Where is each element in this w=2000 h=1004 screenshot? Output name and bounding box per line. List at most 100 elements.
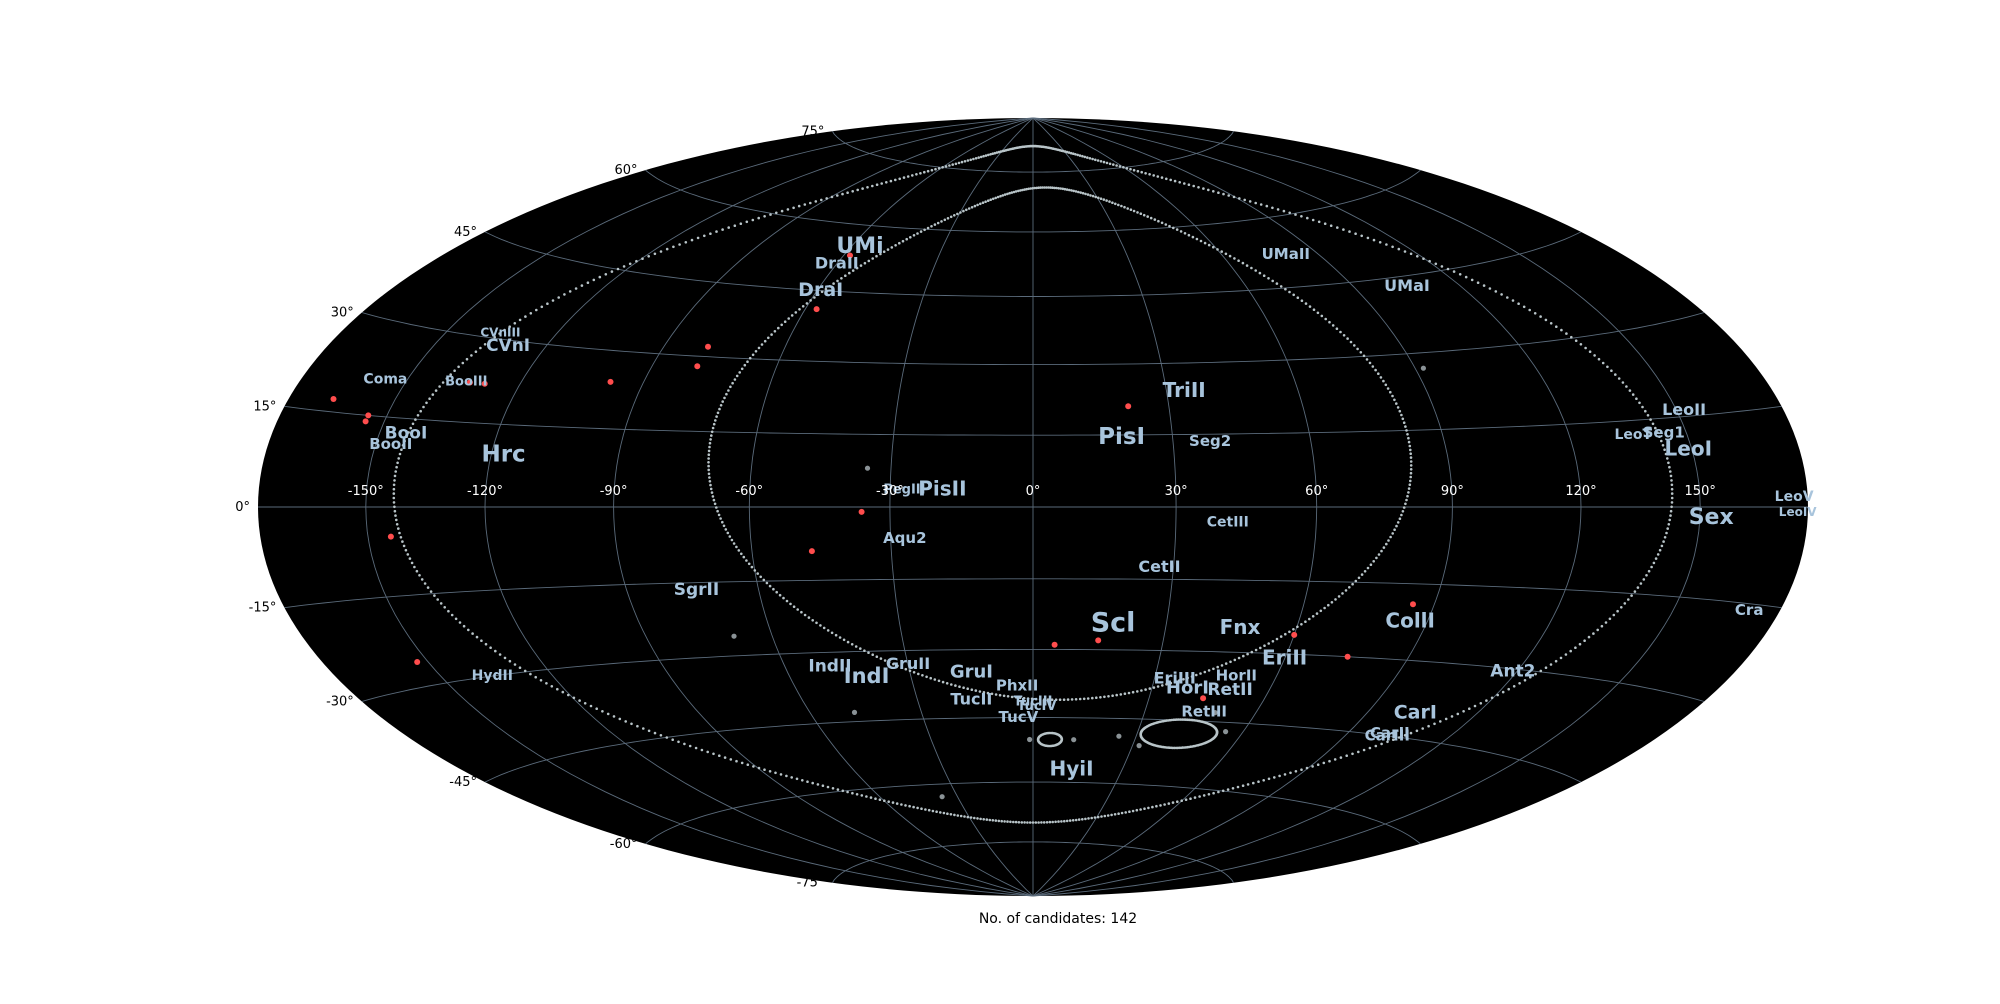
track-dot	[1346, 337, 1349, 340]
latitude-tick-label: -45°	[449, 775, 477, 790]
track-dot	[946, 812, 949, 815]
track-dot	[1606, 365, 1609, 369]
track-dot	[1323, 222, 1327, 225]
track-dot	[1147, 806, 1150, 810]
longitude-tick-label: 60°	[1305, 484, 1328, 499]
candidate-point	[1410, 601, 1416, 608]
track-dot	[1151, 805, 1154, 809]
track-dot	[809, 201, 812, 205]
track-dot	[1647, 569, 1651, 573]
galaxy-label: Seg1	[1643, 424, 1685, 442]
track-dot	[1271, 640, 1275, 643]
track-dot	[641, 257, 644, 261]
track-dot	[977, 156, 980, 159]
track-dot	[1226, 788, 1230, 791]
track-dot	[1638, 401, 1641, 405]
track-dot	[1029, 187, 1032, 190]
track-dot	[939, 811, 942, 814]
track-dot	[933, 678, 937, 681]
track-dot	[1076, 153, 1079, 157]
track-dot	[395, 523, 399, 526]
track-dot	[813, 296, 816, 299]
track-dot	[392, 501, 396, 504]
track-dot	[1583, 639, 1586, 642]
track-dot	[1652, 561, 1656, 565]
track-dot	[966, 815, 970, 819]
track-dot	[834, 633, 838, 637]
track-dot	[976, 817, 979, 820]
galaxy-label: PegIII	[883, 483, 925, 498]
track-dot	[1319, 609, 1323, 613]
galaxy-label: Scl	[1091, 608, 1136, 639]
track-dot	[1025, 187, 1028, 191]
track-dot	[1078, 154, 1082, 157]
track-dot	[1333, 758, 1337, 761]
track-dot	[874, 797, 877, 800]
track-dot	[1357, 750, 1360, 754]
track-dot	[848, 271, 851, 275]
track-dot	[1097, 196, 1100, 200]
track-dot	[991, 819, 995, 822]
track-dot	[1476, 281, 1480, 285]
track-dot	[411, 422, 415, 426]
track-dot	[1660, 439, 1663, 443]
track-dot	[994, 693, 998, 696]
track-dot	[1422, 257, 1425, 261]
track-dot	[405, 435, 408, 439]
track-dot	[969, 158, 972, 162]
track-dot	[904, 667, 908, 671]
field-point	[939, 794, 945, 800]
track-dot	[1375, 556, 1378, 560]
track-dot	[820, 290, 824, 294]
track-dot	[1267, 642, 1270, 645]
track-dot	[1402, 421, 1406, 425]
galaxy-label: EriII	[1262, 645, 1307, 669]
track-dot	[887, 661, 891, 664]
track-dot	[612, 715, 616, 718]
track-dot	[503, 656, 507, 660]
track-dot	[1670, 492, 1674, 495]
track-dot	[1554, 659, 1558, 663]
track-dot	[797, 204, 801, 208]
track-dot	[846, 191, 849, 194]
track-dot	[518, 666, 522, 669]
track-dot	[891, 801, 895, 804]
track-dot	[958, 685, 961, 688]
track-dot	[937, 167, 941, 170]
track-dot	[1074, 698, 1078, 701]
track-dot	[780, 209, 784, 213]
track-dot	[959, 814, 963, 818]
track-dot	[1014, 696, 1018, 699]
track-dot	[1308, 617, 1311, 621]
track-dot	[937, 679, 941, 683]
track-dot	[1656, 553, 1660, 556]
galaxy-label: DraII	[815, 253, 859, 272]
track-dot	[768, 584, 772, 588]
track-dot	[672, 245, 675, 249]
track-dot	[1001, 194, 1005, 197]
track-dot	[1216, 665, 1219, 669]
track-dot	[735, 374, 739, 378]
track-dot	[800, 610, 803, 614]
track-dot	[779, 773, 783, 776]
galaxy-label: LeoT	[1615, 427, 1653, 443]
track-dot	[434, 389, 438, 392]
galaxy-label: TucIII	[1014, 694, 1053, 709]
track-dot	[731, 381, 734, 385]
track-dot	[976, 203, 979, 207]
track-dot	[723, 756, 727, 759]
track-dot	[439, 602, 443, 605]
track-dot	[1132, 209, 1136, 213]
track-dot	[1320, 314, 1324, 318]
track-dot	[927, 808, 931, 812]
track-dot	[493, 335, 497, 339]
track-dot	[1385, 542, 1388, 546]
track-dot	[763, 768, 766, 771]
track-dot	[628, 262, 632, 266]
track-dot	[449, 373, 453, 376]
track-dot	[1131, 690, 1135, 694]
track-dot	[1500, 293, 1503, 296]
track-dot	[757, 216, 760, 220]
track-dot	[408, 557, 412, 560]
track-dot	[1401, 417, 1405, 421]
